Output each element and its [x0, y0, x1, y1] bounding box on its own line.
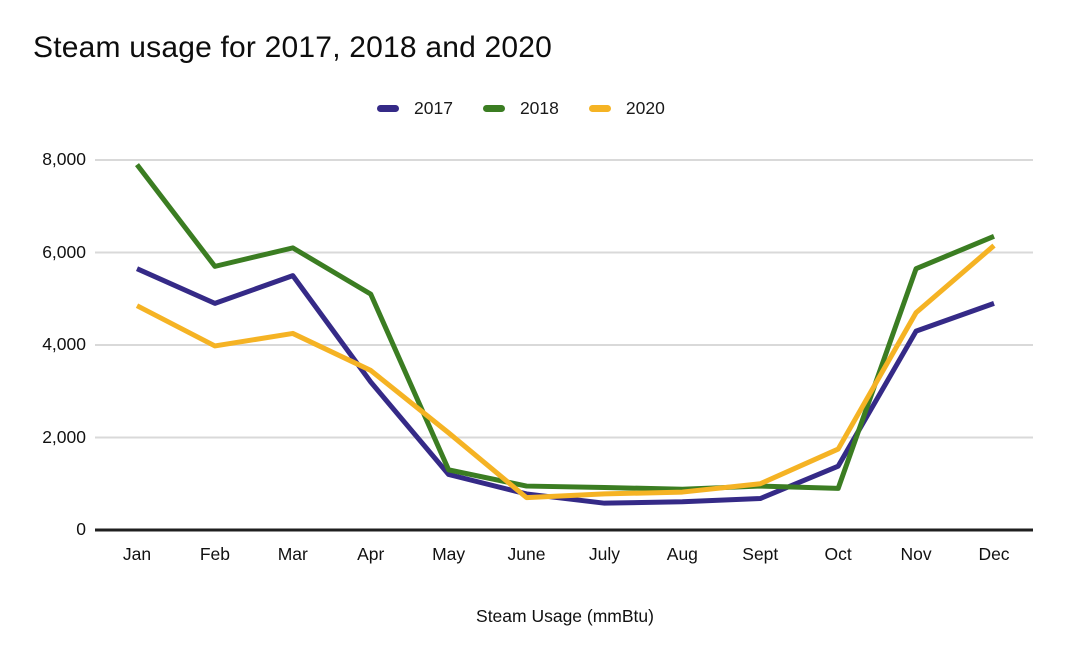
- legend-swatch-2020: [588, 105, 611, 113]
- x-tick-label: Feb: [199, 544, 230, 564]
- y-tick-label: 0: [76, 519, 86, 539]
- legend-swatch-2017: [377, 105, 399, 113]
- x-tick-label: June: [507, 544, 546, 564]
- x-tick-label: Jan: [122, 544, 152, 564]
- y-tick-label: 2,000: [42, 426, 86, 447]
- legend-label-2018: 2018: [519, 98, 559, 118]
- y-tick-label: 8,000: [42, 149, 86, 169]
- legend-item-2020: 2020: [588, 98, 665, 118]
- x-axis-title: Steam Usage (mmBtu): [476, 606, 654, 626]
- x-tick-label: Sept: [742, 544, 779, 564]
- x-tick-label: Nov: [900, 544, 932, 564]
- x-tick-label: Oct: [824, 544, 852, 564]
- legend-item-2017: 2017: [377, 98, 453, 118]
- x-tick-label: Apr: [357, 544, 385, 564]
- x-tick-label: July: [588, 544, 621, 564]
- y-tick-label: 6,000: [42, 241, 86, 262]
- chart-title: Steam usage for 2017, 2018 and 2020: [33, 31, 553, 64]
- x-tick-label: Mar: [277, 544, 308, 564]
- legend-label-2017: 2017: [414, 98, 453, 118]
- x-tick-label: May: [432, 544, 466, 564]
- y-tick-label: 4,000: [42, 334, 86, 354]
- x-tick-label: Dec: [978, 544, 1010, 564]
- legend-label-2020: 2020: [625, 98, 665, 118]
- legend: 2017 2018 2020: [377, 98, 665, 118]
- x-tick-label: Aug: [666, 544, 698, 564]
- legend-item-2018: 2018: [482, 98, 559, 118]
- legend-swatch-2018: [482, 105, 505, 113]
